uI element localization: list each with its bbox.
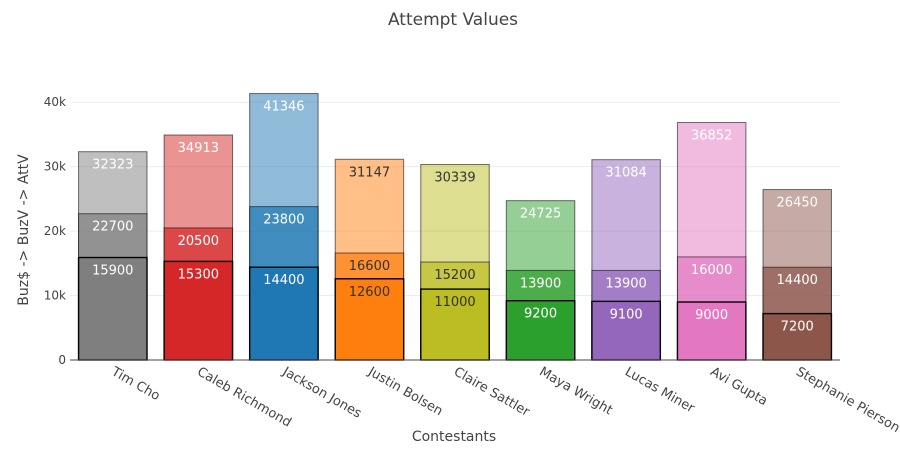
x-axis-label: Contestants bbox=[412, 429, 496, 445]
x-tick-label: Caleb Richmond bbox=[194, 364, 293, 430]
data-label: 9200 bbox=[524, 307, 557, 322]
bar-group: 41346 23800 14400 bbox=[248, 93, 319, 361]
bar-buz-dollar[interactable] bbox=[762, 312, 833, 361]
bar-buz-dollar[interactable] bbox=[77, 256, 148, 361]
bar-group: 26450 14400 7200 bbox=[762, 189, 833, 361]
data-label: 9000 bbox=[695, 308, 728, 323]
y-axis-label: Buz$ -> BuzV -> AttV bbox=[16, 154, 32, 306]
bar-group: 30339 15200 11000 bbox=[420, 163, 490, 361]
bar-group: 24725 13900 9200 bbox=[505, 200, 576, 361]
x-tick-label: Claire Sattler bbox=[451, 364, 533, 420]
bar-buz-dollar[interactable] bbox=[676, 301, 747, 361]
data-label: 32323 bbox=[92, 158, 133, 173]
data-label: 30339 bbox=[434, 170, 475, 185]
y-tick-labels: 0 10k 20k 30k 40k bbox=[44, 95, 66, 367]
x-tick-label: Jackson Jones bbox=[279, 364, 364, 422]
y-tick-label: 0 bbox=[58, 353, 66, 367]
bar-group: 31084 13900 9100 bbox=[591, 159, 662, 361]
y-tick-label: 20k bbox=[44, 224, 66, 238]
x-tick-label: Justin Bolsen bbox=[365, 364, 446, 419]
bar-buz-dollar[interactable] bbox=[163, 260, 234, 361]
data-label: 16000 bbox=[691, 263, 732, 278]
data-label: 11000 bbox=[434, 295, 475, 310]
data-label: 13900 bbox=[520, 276, 561, 291]
bar-buz-dollar[interactable] bbox=[505, 300, 576, 361]
data-label: 34913 bbox=[178, 141, 219, 156]
data-label: 22700 bbox=[92, 220, 133, 235]
data-label: 31147 bbox=[349, 165, 390, 180]
bar-buz-dollar[interactable] bbox=[248, 266, 319, 361]
data-label: 31084 bbox=[605, 166, 646, 181]
x-tick-label: Lucas Miner bbox=[622, 364, 697, 416]
bar-buz-dollar[interactable] bbox=[420, 288, 490, 361]
bar-group: 36852 16000 9000 bbox=[676, 122, 747, 361]
data-label: 14400 bbox=[777, 273, 818, 288]
data-label: 41346 bbox=[263, 100, 304, 115]
data-label: 15900 bbox=[92, 264, 133, 279]
bar-group: 32323 22700 15900 bbox=[77, 151, 148, 361]
bar-buz-dollar[interactable] bbox=[334, 278, 405, 361]
data-label: 20500 bbox=[178, 234, 219, 249]
y-tick-label: 40k bbox=[44, 95, 66, 109]
data-label: 16600 bbox=[349, 259, 390, 274]
data-label: 13900 bbox=[605, 276, 646, 291]
x-tick-label: Maya Wright bbox=[537, 364, 615, 418]
y-tick-label: 10k bbox=[44, 289, 66, 303]
data-label: 15300 bbox=[178, 267, 219, 282]
data-label: 23800 bbox=[263, 213, 304, 228]
y-tick-label: 30k bbox=[44, 160, 66, 174]
x-tick-label: Avi Gupta bbox=[708, 364, 770, 409]
data-label: 14400 bbox=[263, 273, 304, 288]
x-tick-label: Stephanie Pierson bbox=[793, 364, 900, 436]
data-label: 9100 bbox=[610, 307, 643, 322]
x-tick-label: Tim Cho bbox=[108, 364, 162, 404]
data-label: 24725 bbox=[520, 207, 561, 222]
data-label: 36852 bbox=[691, 129, 732, 144]
data-label: 7200 bbox=[781, 320, 814, 335]
data-label: 26450 bbox=[777, 196, 818, 211]
data-label: 15200 bbox=[434, 268, 475, 283]
bar-group: 31147 16600 12600 bbox=[334, 158, 405, 361]
data-label: 12600 bbox=[349, 285, 390, 300]
bar-groups: 32323 22700 15900 34913 20500 15300 41346 23800… bbox=[77, 93, 833, 361]
chart-title: Attempt Values bbox=[388, 10, 518, 30]
bar-group: 34913 20500 15300 bbox=[163, 134, 234, 361]
